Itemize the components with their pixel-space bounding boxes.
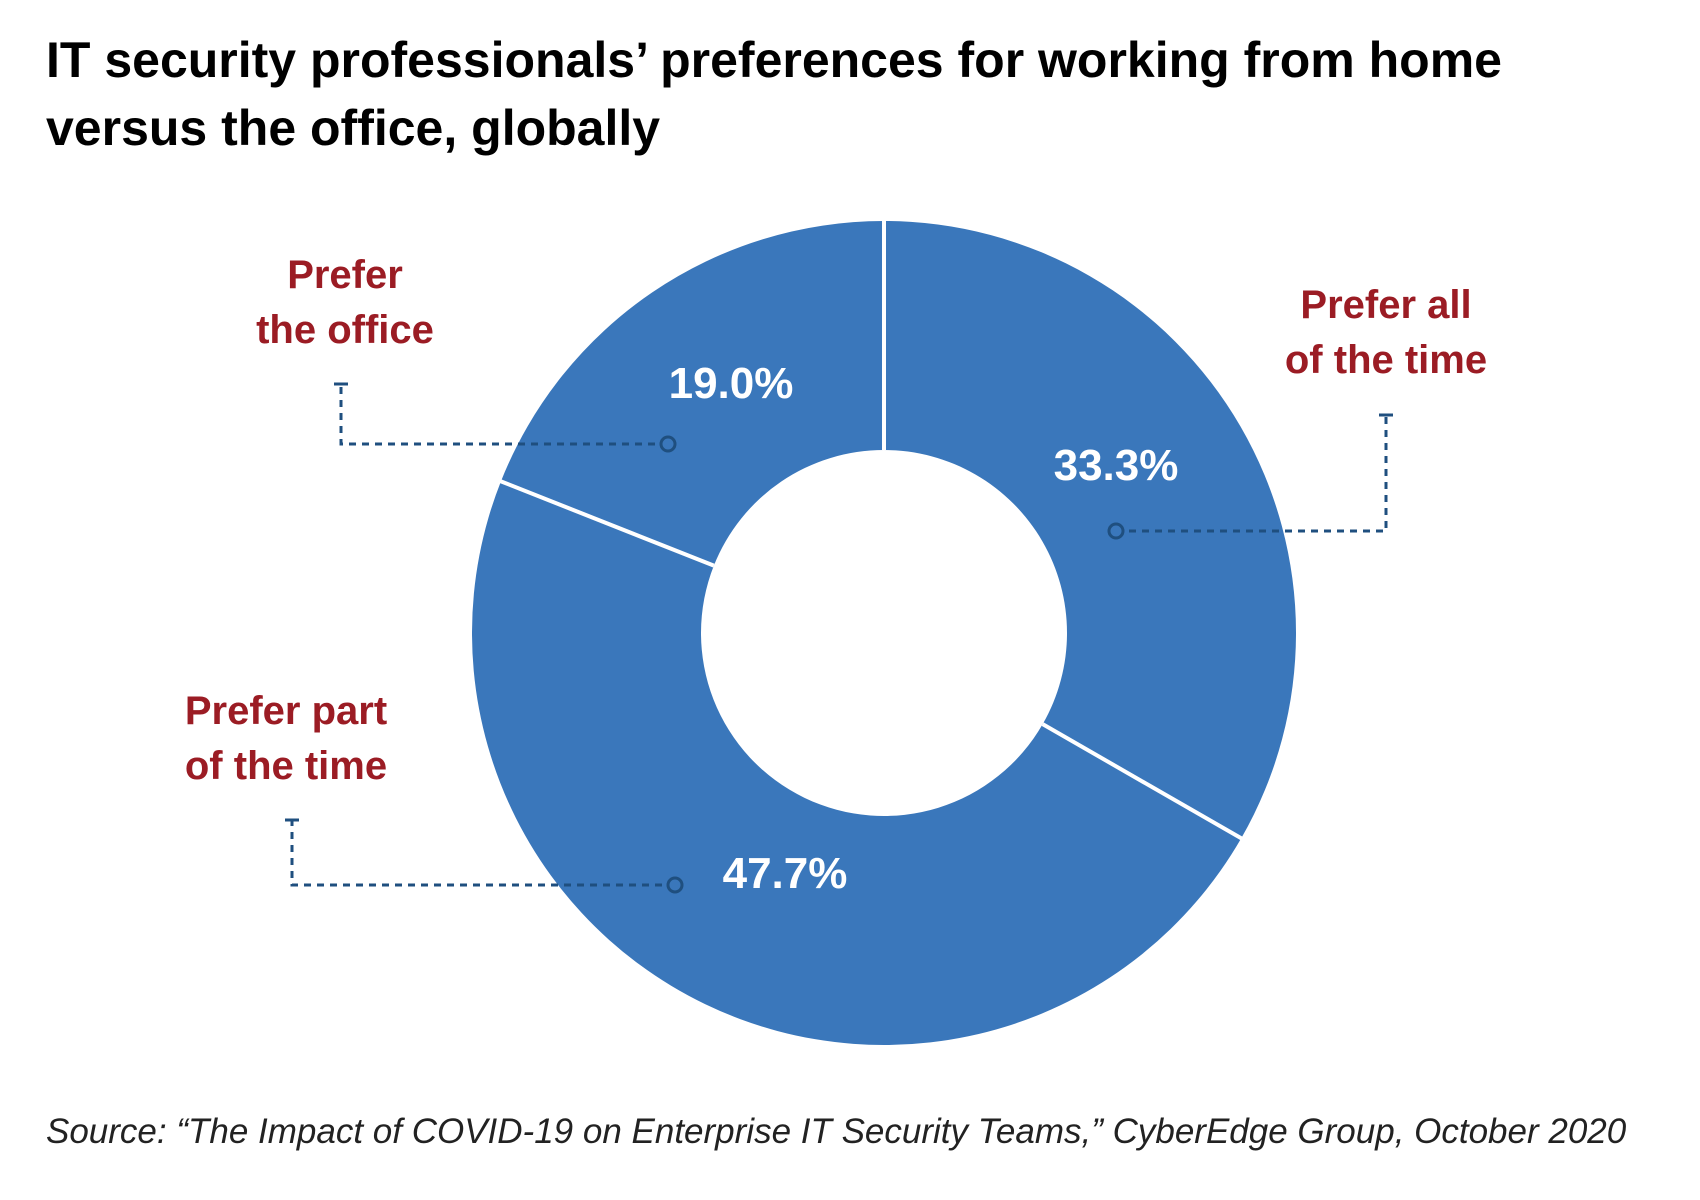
chart-title-line-2: versus the office, globally	[46, 100, 661, 156]
leader-office	[334, 382, 677, 453]
category-label-all-time: Prefer all of the time	[1285, 283, 1487, 382]
value-label-part-time: 47.7%	[723, 849, 848, 898]
slice-separators	[498, 219, 1244, 841]
callout-leaders	[285, 382, 1393, 894]
value-label-all-time: 33.3%	[1054, 441, 1179, 490]
value-label-office: 19.0%	[669, 359, 794, 408]
donut-slices	[472, 221, 1296, 1045]
leader-part-time	[285, 818, 684, 894]
leader-all-time	[1107, 413, 1393, 540]
value-labels: 33.3% 47.7% 19.0%	[669, 359, 1179, 898]
source-note: Source: “The Impact of COVID-19 on Enter…	[46, 1112, 1627, 1151]
chart-title-line-1: IT security professionals’ preferences f…	[46, 32, 1502, 88]
category-label-office: Prefer the office	[256, 253, 434, 352]
separator-2	[1041, 722, 1244, 841]
slice-part-time	[472, 481, 1242, 1045]
callout-labels: Prefer all of the time Prefer part of the t…	[185, 253, 1487, 788]
chart-title: IT security professionals’ preferences f…	[46, 26, 1666, 162]
separator-3	[498, 478, 715, 568]
slice-office	[500, 221, 884, 566]
category-label-part-time: Prefer part of the time	[185, 689, 387, 788]
slice-all-time	[884, 221, 1296, 839]
